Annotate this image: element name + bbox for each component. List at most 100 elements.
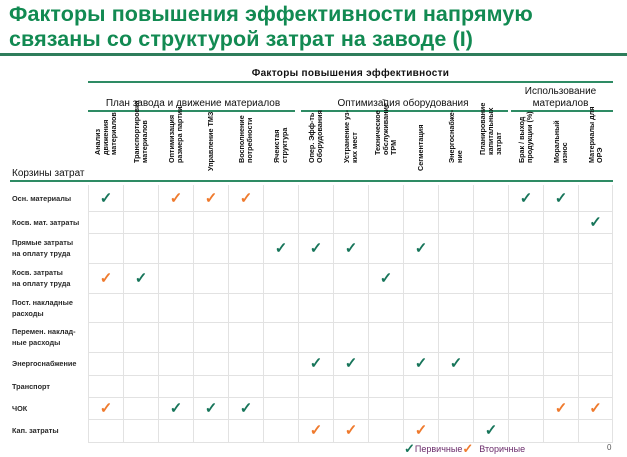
column-header-label: Оптимизация размера партии (166, 106, 184, 163)
matrix-cell (508, 211, 543, 233)
matrix-cell (333, 211, 368, 233)
matrix-cell (508, 322, 543, 352)
secondary-check-icon: ✓ (414, 422, 428, 439)
secondary-check-icon: ✓ (239, 189, 253, 207)
column-header-label: Опер. Эфф-ть Оборудования (306, 110, 324, 163)
matrix-cell (403, 397, 438, 419)
matrix-cell (263, 322, 298, 352)
secondary-check-icon: ✓ (589, 399, 602, 417)
matrix-cell (158, 375, 193, 397)
primary-check-icon: ✓ (309, 355, 323, 372)
matrix-cell (368, 397, 403, 419)
legend-secondary-label: Вторичные (479, 443, 526, 454)
matrix-cell (473, 293, 508, 322)
matrix-cell: ✓ (543, 185, 578, 211)
matrix-cell (298, 211, 333, 233)
factor-group-label: Использование материалов (524, 86, 597, 109)
matrix-cell (403, 322, 438, 352)
column-header: Сегментация (403, 117, 438, 179)
column-header: Транспортировка материалов (123, 100, 158, 179)
column-header-label: Восполнение потребности (236, 115, 254, 163)
matrix-cell (298, 375, 333, 397)
matrix-cell (333, 185, 368, 211)
matrix-cell (88, 352, 123, 375)
matrix-cell (263, 352, 298, 375)
matrix-cell (368, 185, 403, 211)
column-header: Планирование капитальных затрат (473, 103, 508, 179)
matrix-cell (193, 419, 228, 442)
matrix-cell (438, 419, 473, 442)
matrix-cell (473, 375, 508, 397)
matrix-cell (263, 185, 298, 211)
column-header-label: Сегментация (415, 124, 425, 171)
matrix-cell: ✓ (403, 419, 438, 442)
matrix-cell (508, 375, 543, 397)
matrix-cell (438, 322, 473, 352)
factor-group-label: Оптимизация оборудования (337, 98, 469, 109)
secondary-check-icon: ✓ (99, 399, 113, 417)
matrix-cell (368, 352, 403, 375)
primary-check-icon: ✓ (274, 239, 288, 257)
matrix-cell: ✓ (298, 419, 333, 442)
table-row: ✓ (88, 211, 613, 234)
matrix-cell (333, 293, 368, 322)
table-row: ✓ ✓ ✓ ✓ (88, 233, 613, 264)
primary-check-icon: ✓ (414, 355, 428, 372)
primary-check-icon: ✓ (204, 399, 218, 417)
cost-basket-label: Косв. затраты на оплату труда (12, 268, 71, 288)
column-header: Анализ движения материалов (88, 112, 123, 179)
primary-check-icon: ✓ (239, 399, 253, 417)
matrix-cell (403, 185, 438, 211)
matrix-cell (193, 211, 228, 233)
matrix-cell (263, 419, 298, 442)
matrix-cell (543, 293, 578, 322)
matrix-cell (438, 233, 473, 263)
matrix-cell (368, 211, 403, 233)
matrix-cell (228, 263, 263, 293)
matrix-cell (158, 263, 193, 293)
secondary-check-icon: ✓ (204, 189, 218, 207)
cost-basket-label: Перемен. наклад- ные расходы (12, 327, 76, 347)
matrix-cell (298, 293, 333, 322)
matrix-cell (368, 322, 403, 352)
column-header: Брак / выход продукции (%) (508, 111, 543, 179)
matrix-cell: ✓ (228, 397, 263, 419)
matrix-cell: ✓ (438, 352, 473, 375)
matrix-cell (123, 211, 158, 233)
matrix-cell (543, 233, 578, 263)
matrix-cell (368, 375, 403, 397)
matrix-cell (578, 352, 613, 375)
matrix-cell (193, 263, 228, 293)
matrix-cell (543, 322, 578, 352)
matrix-cell (158, 211, 193, 233)
table-row: ✓ ✓ ✓ ✓ ✓ ✓ (88, 185, 613, 212)
matrix-cell (473, 397, 508, 419)
matrix-cell: ✓ (403, 233, 438, 263)
cost-basket-label: Транспорт (12, 381, 50, 391)
matrix-cell (298, 322, 333, 352)
matrix-cell (438, 293, 473, 322)
column-header: Оптимизация размера партии (158, 106, 193, 179)
primary-check-icon: ✓ (99, 189, 113, 207)
matrix-cell (543, 211, 578, 233)
matrix-cell (438, 397, 473, 419)
column-header: Управление ТМЗ (193, 112, 228, 179)
matrix-cell (88, 375, 123, 397)
secondary-check-icon: ✓ (309, 422, 323, 439)
matrix-cell (578, 322, 613, 352)
matrix-cell (158, 322, 193, 352)
column-header-label: Транспортировка материалов (131, 100, 149, 163)
matrix-cell: ✓ (578, 397, 613, 419)
matrix-cell: ✓ (298, 233, 333, 263)
matrix-cell (158, 293, 193, 322)
matrix-cell: ✓ (333, 419, 368, 442)
matrix-cell: ✓ (263, 233, 298, 263)
matrix-cell (403, 293, 438, 322)
matrix-cell (298, 397, 333, 419)
matrix-cell (228, 375, 263, 397)
matrix-cell (123, 233, 158, 263)
secondary-check-icon: ✓ (554, 399, 568, 417)
matrix-cell (473, 263, 508, 293)
column-header-label: Ячеистая структура (271, 127, 289, 163)
table-row (88, 293, 613, 323)
